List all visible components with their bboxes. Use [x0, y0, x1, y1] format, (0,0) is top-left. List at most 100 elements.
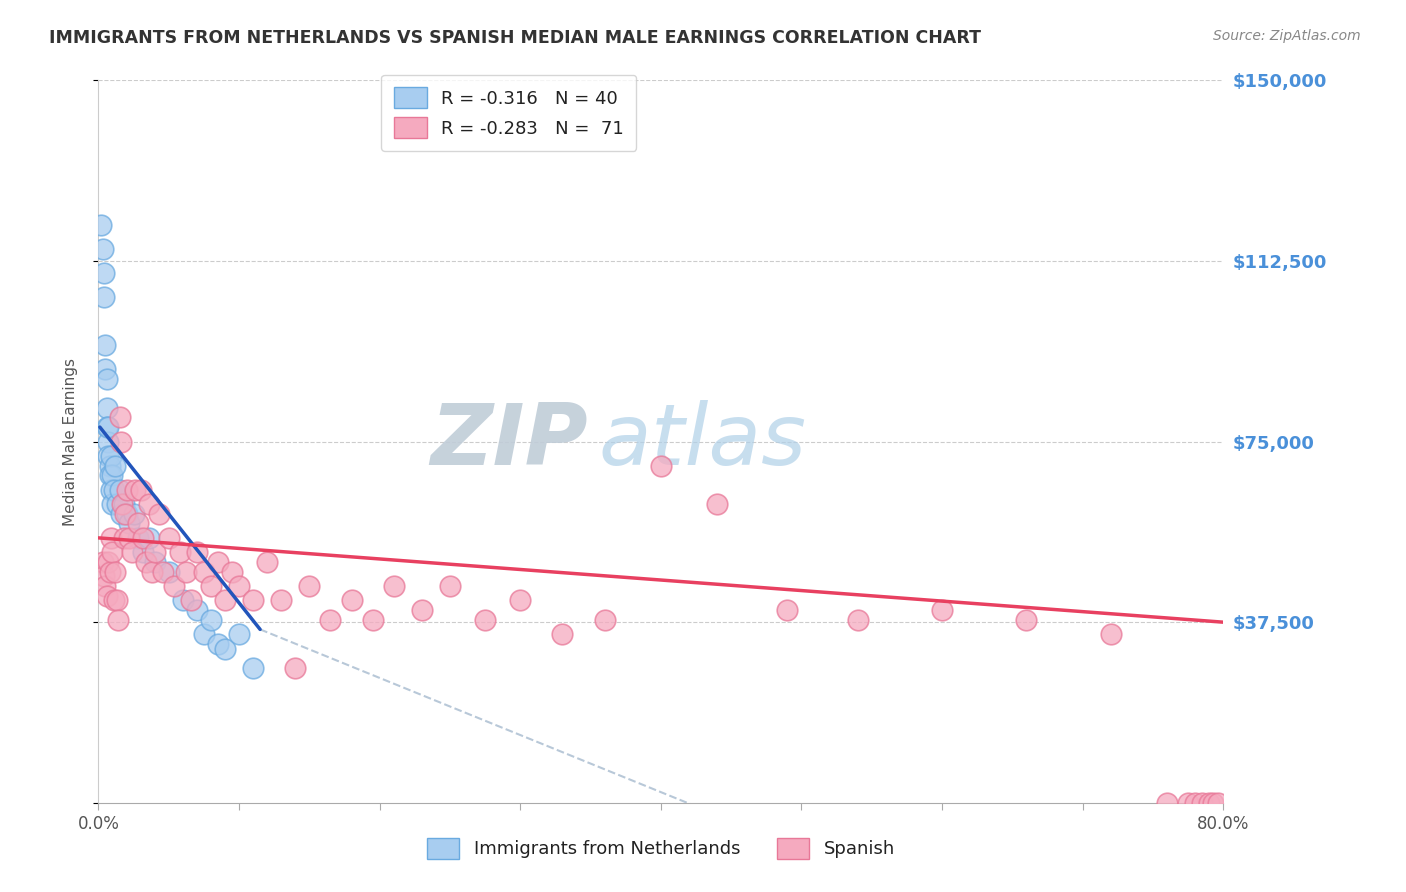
Point [108, 483, 131, 497]
Point [200, 613, 222, 627]
Point [90, 218, 112, 232]
Point [1191, 796, 1213, 810]
Point [93, 290, 115, 304]
Point [100, 483, 122, 497]
Point [172, 593, 194, 607]
Point [157, 565, 180, 579]
Point [200, 579, 222, 593]
Point [97, 449, 120, 463]
Point [361, 613, 384, 627]
Point [207, 555, 229, 569]
Legend: Immigrants from Netherlands, Spanish: Immigrants from Netherlands, Spanish [420, 830, 901, 866]
Point [96, 589, 118, 603]
Point [138, 497, 160, 511]
Point [100, 531, 122, 545]
Point [135, 555, 157, 569]
Point [169, 545, 191, 559]
Point [382, 579, 405, 593]
Point [97, 420, 120, 434]
Point [650, 458, 672, 473]
Point [96, 420, 118, 434]
Point [148, 507, 170, 521]
Point [110, 507, 132, 521]
Point [1206, 796, 1229, 810]
Point [551, 627, 574, 641]
Y-axis label: Median Male Earnings: Median Male Earnings [63, 358, 77, 525]
Point [105, 593, 128, 607]
Point [256, 555, 278, 569]
Point [776, 603, 799, 617]
Point [127, 531, 149, 545]
Point [214, 593, 236, 607]
Point [242, 661, 264, 675]
Point [93, 569, 115, 583]
Point [152, 565, 174, 579]
Point [340, 593, 363, 607]
Point [103, 483, 125, 497]
Point [115, 507, 138, 521]
Point [121, 545, 143, 559]
Point [174, 565, 197, 579]
Text: ZIP: ZIP [430, 400, 588, 483]
Point [97, 555, 120, 569]
Point [931, 603, 953, 617]
Point [207, 637, 229, 651]
Point [141, 565, 163, 579]
Point [1156, 796, 1178, 810]
Point [112, 531, 135, 545]
Point [242, 593, 264, 607]
Point [122, 507, 145, 521]
Point [298, 579, 321, 593]
Point [101, 468, 124, 483]
Point [118, 531, 141, 545]
Point [163, 579, 186, 593]
Point [94, 362, 117, 376]
Point [132, 545, 155, 559]
Point [214, 641, 236, 656]
Point [101, 497, 124, 511]
Point [103, 593, 125, 607]
Point [107, 613, 129, 627]
Point [124, 483, 146, 497]
Point [1015, 613, 1038, 627]
Point [112, 497, 135, 511]
Point [157, 531, 180, 545]
Point [143, 555, 166, 569]
Point [193, 627, 215, 641]
Point [1099, 627, 1122, 641]
Point [129, 483, 152, 497]
Point [1177, 796, 1199, 810]
Point [127, 516, 149, 531]
Point [100, 449, 122, 463]
Point [411, 603, 433, 617]
Point [104, 458, 127, 473]
Point [110, 434, 132, 449]
Point [91, 555, 114, 569]
Point [221, 565, 243, 579]
Point [98, 565, 121, 579]
Point [186, 603, 208, 617]
Point [270, 593, 292, 607]
Point [509, 593, 531, 607]
Point [1184, 796, 1206, 810]
Point [118, 516, 141, 531]
Point [180, 593, 202, 607]
Point [1202, 796, 1225, 810]
Point [97, 434, 120, 449]
Point [98, 458, 121, 473]
Point [93, 266, 115, 280]
Point [115, 483, 138, 497]
Point [228, 579, 250, 593]
Point [1198, 796, 1220, 810]
Point [193, 565, 215, 579]
Point [228, 627, 250, 641]
Point [108, 410, 131, 425]
Point [114, 507, 136, 521]
Point [846, 613, 869, 627]
Text: Source: ZipAtlas.com: Source: ZipAtlas.com [1213, 29, 1361, 43]
Point [593, 613, 616, 627]
Text: atlas: atlas [599, 400, 807, 483]
Point [474, 613, 496, 627]
Point [111, 497, 134, 511]
Point [319, 613, 342, 627]
